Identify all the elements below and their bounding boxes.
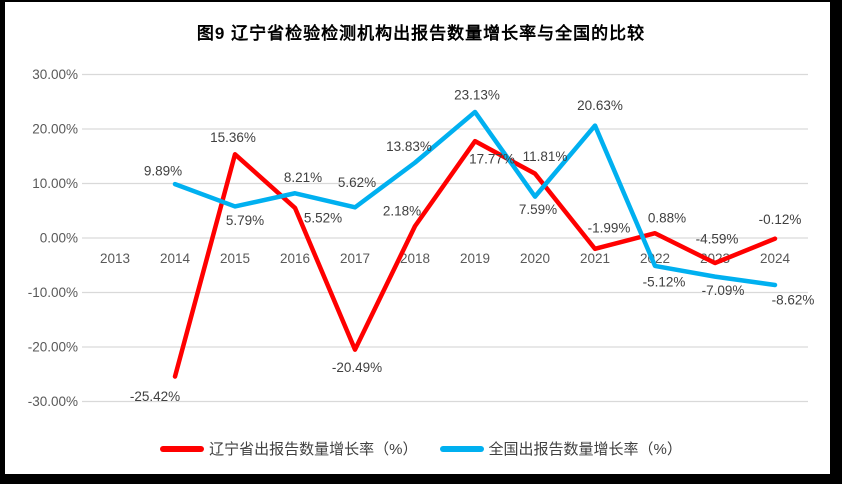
y-axis-tick-label: -10.00% <box>28 285 78 300</box>
x-axis-tick-label: 2018 <box>400 251 430 266</box>
data-label-liaoning-2019: 17.77% <box>469 152 515 167</box>
legend: 辽宁省出报告数量增长率（%） 全国出报告数量增长率（%） <box>0 438 842 459</box>
data-label-liaoning-2017: -20.49% <box>332 360 382 375</box>
x-axis-tick-label: 2022 <box>640 251 670 266</box>
y-axis-tick-label: -30.00% <box>28 394 78 409</box>
x-axis-tick-label: 2024 <box>760 251 791 266</box>
data-label-liaoning-2014: -25.42% <box>130 389 180 404</box>
legend-swatch-liaoning <box>160 445 205 452</box>
x-axis-tick-label: 2014 <box>160 251 191 266</box>
data-label-liaoning-2018: 2.18% <box>383 204 421 219</box>
data-label-liaoning-2015: 15.36% <box>210 130 256 145</box>
data-label-national-2024: -8.62% <box>772 292 815 307</box>
data-label-national-2021: 20.63% <box>577 98 623 113</box>
y-axis-tick-label: 20.00% <box>32 122 78 137</box>
data-label-national-2020: 7.59% <box>519 202 557 217</box>
data-label-liaoning-2024: -0.12% <box>759 212 802 227</box>
x-axis-tick-label: 2016 <box>280 251 310 266</box>
x-axis-tick-label: 2020 <box>520 251 550 266</box>
data-label-national-2022: -5.12% <box>643 274 686 289</box>
data-label-national-2018: 13.83% <box>386 139 432 154</box>
data-label-national-2015: 5.79% <box>226 213 264 228</box>
x-axis-tick-label: 2021 <box>580 251 610 266</box>
x-axis-tick-label: 2013 <box>100 251 130 266</box>
data-label-national-2023: -7.09% <box>702 283 745 298</box>
data-label-liaoning-2022: 0.88% <box>648 211 686 226</box>
series-line-liaoning <box>172 138 778 379</box>
data-label-liaoning-2023: -4.59% <box>696 232 739 247</box>
data-label-national-2016: 8.21% <box>284 170 322 185</box>
legend-label-liaoning: 辽宁省出报告数量增长率（%） <box>209 441 418 458</box>
x-axis-tick-label: 2017 <box>340 251 370 266</box>
x-axis-tick-label: 2015 <box>220 251 250 266</box>
legend-swatch-national <box>439 445 484 452</box>
data-label-national-2019: 23.13% <box>454 87 500 102</box>
y-axis-tick-label: -20.00% <box>28 340 78 355</box>
data-label-liaoning-2020: 11.81% <box>523 149 568 164</box>
data-label-national-2017: 5.62% <box>338 175 376 190</box>
y-axis-tick-label: 0.00% <box>40 231 78 246</box>
legend-label-national: 全国出报告数量增长率（%） <box>488 441 682 458</box>
x-axis-tick-label: 2019 <box>460 251 490 266</box>
y-axis-tick-label: 10.00% <box>32 176 78 191</box>
data-label-national-2014: 9.89% <box>144 164 182 179</box>
series-line-national <box>172 109 778 288</box>
chart-title: 图9 辽宁省检验检测机构出报告数量增长率与全国的比较 <box>196 24 646 43</box>
data-label-liaoning-2021: -1.99% <box>588 220 631 235</box>
data-label-liaoning-2016: 5.52% <box>304 210 342 225</box>
y-axis-tick-label: 30.00% <box>32 67 78 82</box>
